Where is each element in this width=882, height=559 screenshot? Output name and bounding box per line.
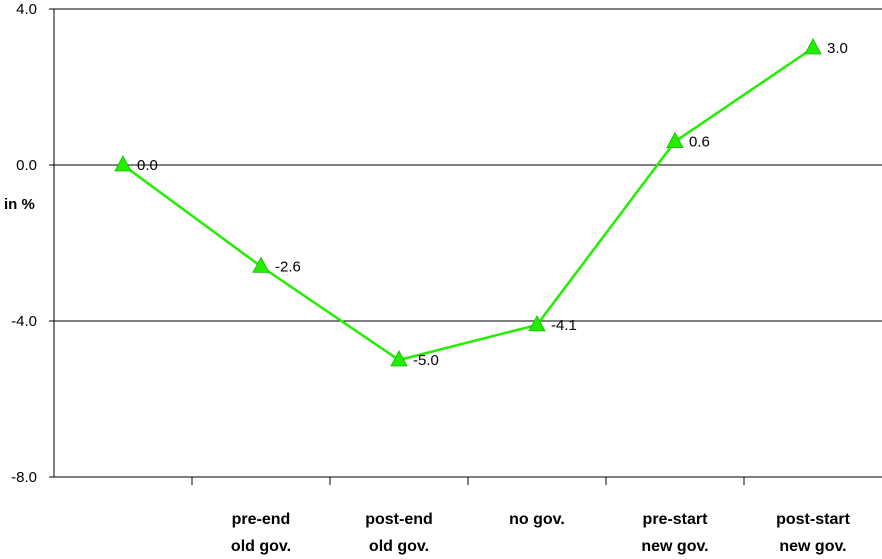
y-tick-label: 0.0 — [16, 157, 37, 174]
y-axis-label: in % — [4, 196, 35, 213]
data-label: -5.0 — [413, 352, 439, 369]
data-label: -2.6 — [275, 258, 301, 275]
x-ticks: pre-end old gov. post-end old gov. no gov. pr… — [191, 477, 851, 555]
y-tick-label: -4.0 — [11, 313, 37, 330]
y-tick-label: 4.0 — [16, 1, 37, 18]
gridlines — [54, 8, 882, 478]
x-tick-label: post-start — [776, 511, 850, 528]
x-tick-label: new gov. — [779, 538, 846, 555]
data-label: 0.0 — [137, 157, 158, 174]
series: 0.0 -2.6 -5.0 -4.1 0.6 3.0 — [114, 38, 848, 369]
data-point-marker — [114, 155, 132, 172]
data-label: 3.0 — [827, 40, 848, 57]
data-point-marker — [528, 315, 546, 332]
data-label: -4.1 — [551, 317, 577, 334]
axes — [53, 9, 882, 478]
series-line — [122, 46, 814, 362]
x-tick-label: old gov. — [231, 538, 291, 555]
x-tick-label: pre-start — [643, 511, 709, 528]
x-tick-label: old gov. — [369, 538, 429, 555]
data-label: 0.6 — [689, 134, 710, 151]
x-tick-label: post-end — [365, 511, 433, 528]
x-tick-label: no gov. — [509, 511, 565, 528]
data-point-marker — [666, 131, 684, 149]
data-point-marker — [252, 256, 270, 273]
data-point-marker — [804, 38, 822, 55]
y-tick-label: -8.0 — [11, 469, 37, 486]
x-tick-label: pre-end — [232, 511, 291, 528]
data-point-marker — [390, 350, 408, 367]
x-tick-label: new gov. — [641, 538, 708, 555]
y-ticks: 4.0 0.0 -4.0 -8.0 — [11, 1, 54, 486]
